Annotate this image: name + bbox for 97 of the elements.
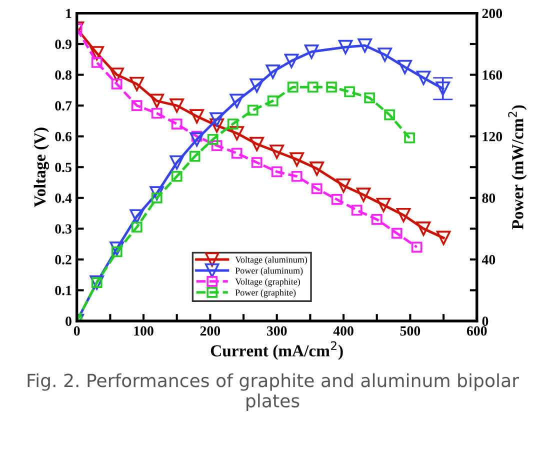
- point: [326, 82, 337, 93]
- point: [131, 100, 142, 111]
- point: [371, 214, 382, 225]
- legend-label: Voltage (graphite): [235, 278, 300, 287]
- point: [170, 98, 184, 113]
- legend-label: Voltage (aluminum): [235, 256, 308, 265]
- point: [251, 157, 262, 168]
- point: [150, 186, 164, 200]
- point: [284, 54, 299, 68]
- point: [416, 70, 431, 86]
- point: [207, 134, 218, 145]
- y-tick-label: 0.2: [55, 255, 72, 264]
- point: [270, 144, 284, 159]
- y-tick-label: 0.5: [55, 162, 72, 172]
- point: [267, 96, 278, 106]
- point: [336, 178, 351, 193]
- point: [404, 132, 415, 144]
- point: [356, 188, 371, 202]
- point: [131, 222, 142, 233]
- point: [344, 86, 355, 98]
- point: [250, 136, 264, 152]
- point: [227, 118, 238, 130]
- point: [384, 109, 395, 120]
- point: [364, 92, 375, 104]
- point: [396, 208, 411, 222]
- x-axis-title: Current (mA/cm$^{2}$): [210, 341, 343, 360]
- point: [210, 118, 224, 133]
- point: [190, 132, 204, 147]
- y2-tick-label: 40: [482, 255, 496, 264]
- x-tick-label: 100: [134, 326, 154, 336]
- point: [391, 228, 402, 239]
- point: [376, 198, 391, 212]
- point: [351, 204, 362, 216]
- y2-tick-label: 200: [482, 8, 502, 18]
- point: [171, 118, 182, 130]
- y2-axis-title: Power (mW/cm$^{2}$): [508, 105, 527, 230]
- point: [90, 46, 104, 60]
- y-tick-label: 0.6: [55, 132, 72, 142]
- y-tick-label: 1: [66, 8, 72, 18]
- point: [247, 104, 258, 116]
- point: [436, 81, 450, 96]
- point: [130, 76, 144, 92]
- point: [378, 48, 392, 62]
- point: [250, 78, 264, 93]
- legend-label: Power (graphite): [235, 289, 296, 298]
- y2-tick-label: 80: [482, 193, 496, 203]
- y-tick-label: 0.1: [55, 286, 72, 296]
- point: [271, 166, 282, 178]
- x-tick-label: 200: [200, 326, 220, 336]
- x-tick-label: 500: [400, 326, 420, 336]
- y2-tick-label: 0: [482, 316, 488, 326]
- point: [358, 38, 372, 53]
- point: [398, 60, 412, 74]
- x-tick-label: 400: [333, 326, 354, 336]
- y-tick-label: 0.9: [55, 40, 72, 50]
- point: [290, 152, 304, 167]
- point: [110, 242, 124, 256]
- point: [211, 140, 222, 151]
- point: [171, 170, 182, 182]
- point: [170, 155, 184, 170]
- point: [416, 222, 431, 236]
- point: [287, 82, 298, 93]
- y-tick-label: 0.7: [55, 101, 72, 111]
- point: [331, 194, 342, 205]
- x-tick-label: 300: [266, 326, 287, 336]
- y2-tick-label: 120: [482, 132, 502, 142]
- point: [110, 68, 124, 82]
- point: [151, 108, 162, 119]
- point: [230, 126, 244, 140]
- point: [150, 94, 164, 108]
- y-tick-label: 0.3: [55, 224, 72, 234]
- x-tick-label: 600: [466, 326, 487, 336]
- point: [210, 112, 224, 127]
- point: [91, 57, 102, 68]
- y2-tick-label: 160: [482, 70, 502, 80]
- point: [291, 170, 302, 182]
- point: [304, 44, 319, 59]
- y-tick-label: 0.4: [55, 193, 72, 203]
- caption: Fig. 2. Performances of graphite and aluminum bipolar plates: [28, 373, 520, 412]
- point: [310, 162, 324, 176]
- y-tick-label: 0: [66, 316, 72, 326]
- point: [111, 78, 122, 90]
- point: [189, 150, 200, 162]
- point: [231, 148, 242, 159]
- point: [230, 94, 244, 108]
- point: [338, 40, 353, 54]
- y-tick-label: 0.8: [55, 70, 72, 80]
- point: [436, 230, 451, 246]
- point: [190, 109, 204, 124]
- point: [130, 209, 144, 224]
- legend-label: Power (aluminum): [235, 267, 303, 276]
- point: [307, 82, 318, 93]
- point: [311, 183, 322, 194]
- y-axis-title: Voltage (V): [34, 128, 50, 208]
- x-tick-label: 0: [74, 326, 80, 336]
- point: [266, 64, 280, 79]
- point: [411, 242, 422, 253]
